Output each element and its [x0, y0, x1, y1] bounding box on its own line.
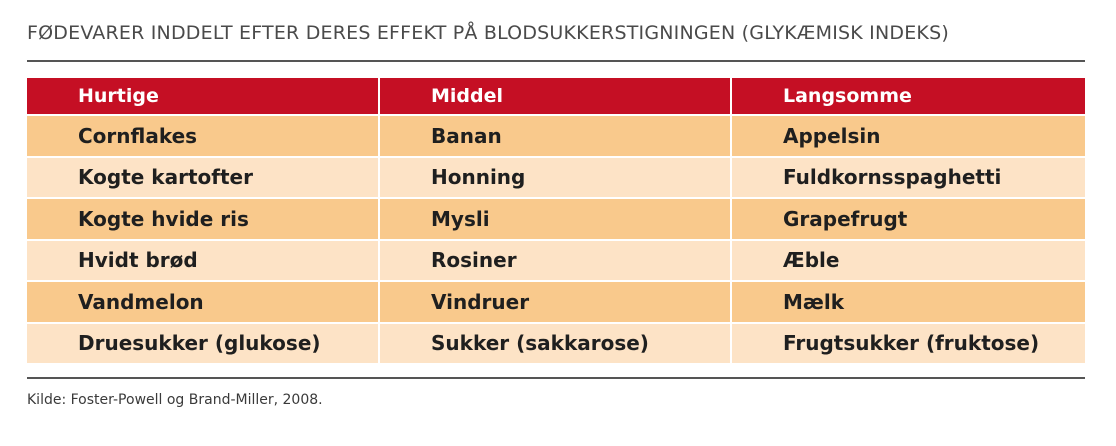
bottom-divider — [27, 377, 1085, 379]
column-header-medium: Middel — [378, 78, 730, 114]
table-cell: Druesukker (glukose) — [27, 321, 378, 363]
table-cell: Mysli — [378, 197, 730, 239]
table-cell: Hvidt brød — [27, 238, 378, 280]
table-row: Kogte kartofter Honning Fuldkornsspaghet… — [27, 155, 1085, 197]
table-row: Cornflakes Banan Appelsin — [27, 114, 1085, 156]
table-cell: Rosiner — [378, 238, 730, 280]
table-row: Druesukker (glukose) Sukker (sakkarose) … — [27, 321, 1085, 363]
table-cell: Cornflakes — [27, 114, 378, 156]
table-row: Kogte hvide ris Mysli Grapefrugt — [27, 197, 1085, 239]
table-cell: Banan — [378, 114, 730, 156]
table-cell: Honning — [378, 155, 730, 197]
table-cell: Æble — [730, 238, 1085, 280]
table-cell: Vandmelon — [27, 280, 378, 322]
table-title: FØDEVARER INDDELT EFTER DERES EFFEKT PÅ … — [27, 22, 949, 44]
table-cell: Frugtsukker (fruktose) — [730, 321, 1085, 363]
table-cell: Vindruer — [378, 280, 730, 322]
source-note: Kilde: Foster-Powell og Brand-Miller, 20… — [27, 392, 323, 408]
table-header-row: Hurtige Middel Langsomme — [27, 78, 1085, 114]
column-header-slow: Langsomme — [730, 78, 1085, 114]
table-row: Hvidt brød Rosiner Æble — [27, 238, 1085, 280]
table-cell: Fuldkornsspaghetti — [730, 155, 1085, 197]
table-cell: Appelsin — [730, 114, 1085, 156]
table-cell: Kogte hvide ris — [27, 197, 378, 239]
table-cell: Mælk — [730, 280, 1085, 322]
table-cell: Kogte kartofter — [27, 155, 378, 197]
table-cell: Grapefrugt — [730, 197, 1085, 239]
table-cell: Sukker (sakkarose) — [378, 321, 730, 363]
top-divider — [27, 60, 1085, 62]
column-header-fast: Hurtige — [27, 78, 378, 114]
table-row: Vandmelon Vindruer Mælk — [27, 280, 1085, 322]
glycemic-index-table: Hurtige Middel Langsomme Cornflakes Bana… — [27, 78, 1085, 363]
